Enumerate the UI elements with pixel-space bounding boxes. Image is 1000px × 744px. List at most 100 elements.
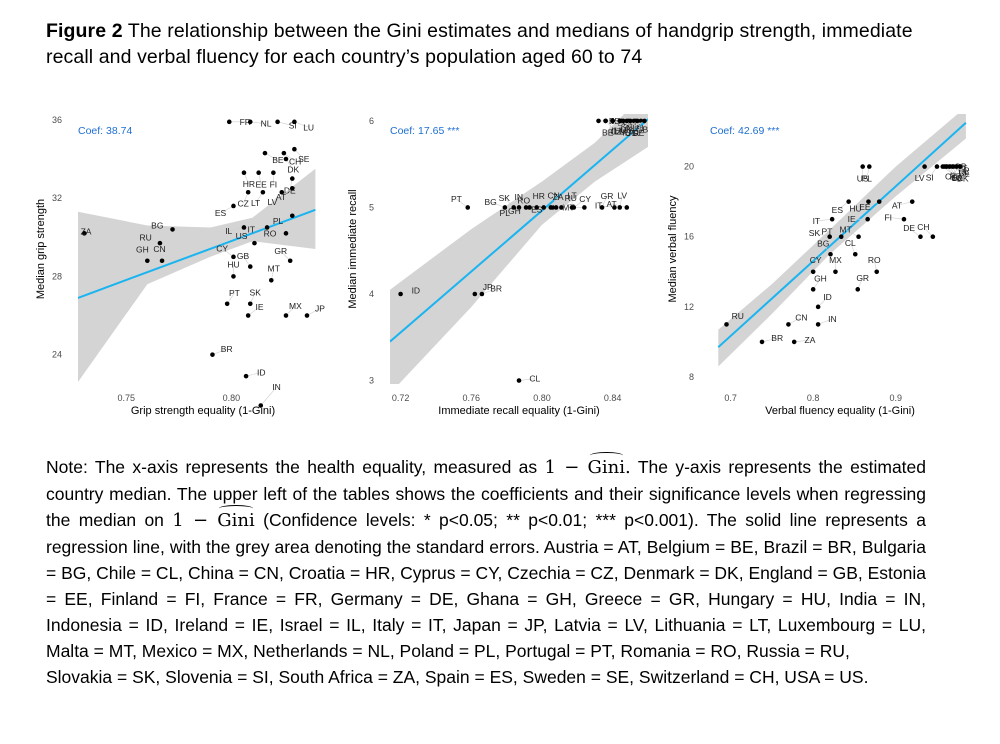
point-leader [241,235,255,244]
point-leader [818,318,833,325]
country-codes-2: Slovakia = SK, Slovenia = SI, South Afri… [46,667,869,687]
point-label-MT: MT [839,225,851,235]
point-GR [599,205,605,210]
point-RU [559,205,564,210]
point-label-SE: SE [958,169,970,179]
point-leader [814,232,830,238]
point-label-NL: NL [626,123,637,133]
point-SE [292,146,297,152]
y-axis-title: Median immediate recall [347,189,359,308]
point-leader [896,201,913,206]
point-label-RU: RU [140,233,152,243]
point-CH [281,150,287,156]
confidence-band [390,114,648,384]
point-label-CN: CN [547,191,559,201]
point-leader [794,339,811,343]
point-label-LU: LU [951,172,962,182]
point-IL [940,164,946,169]
point-leader [220,205,234,214]
coef-label: Coef: 38.74 [78,125,132,137]
point-label-RO: RO [264,228,277,238]
point-leader [264,152,279,161]
point-RU [724,322,729,327]
point-DE [918,234,923,240]
point-label-IT: IT [813,216,821,226]
point-JP [472,291,478,297]
point-GH [527,205,532,210]
point-label-RU: RU [565,193,577,203]
point-GH [145,258,150,264]
point-label-BE: BE [952,173,964,183]
point-HU [628,118,633,124]
point-leader [816,218,833,222]
point-SE [954,164,960,169]
point-NL [642,118,647,124]
point-ID [815,304,821,310]
note-line-1: Note: The x-axis represents the health e… [46,457,538,477]
point-ES [846,199,851,204]
point-leader [277,121,293,126]
x-tick-label: 0.9 [889,393,902,403]
point-label-PT: PT [451,194,462,204]
point-ID [398,291,403,297]
point-IE [865,216,870,222]
point-PT [838,234,844,240]
point-label-IN: IN [272,382,281,392]
point-label-BG: BG [484,197,496,207]
point-LU [947,164,952,169]
x-axis-title: Immediate recall equality (1-Gini) [438,405,599,417]
point-label-ZA: ZA [81,226,92,236]
y-tick-label: 24 [52,350,62,360]
chart-panels: Coef: 38.74FRNLSILUBECHSEDKHREEFIDECZLTL… [0,96,1000,426]
point-label-BR: BR [771,333,783,343]
point-label-LV: LV [617,191,627,201]
point-label-IE: IE [848,214,856,224]
point-label-MT: MT [562,202,574,212]
point-label-SE: SE [622,120,634,130]
point-LV [617,205,623,210]
point-leader [260,386,277,406]
point-CY [810,269,816,275]
point-HR [541,205,547,210]
point-FR [631,118,637,124]
point-label-CL: CL [845,238,856,248]
point-MX [283,313,289,318]
regression-line [390,118,648,343]
point-label-LT: LT [567,190,576,200]
point-label-MX: MX [289,301,302,311]
point-BE [610,118,615,124]
y-tick-label: 3 [369,376,374,386]
point-BR [210,352,215,357]
x-tick-label: 0.80 [533,393,551,403]
point-BE [950,164,955,169]
figure-caption: Figure 2 The relationship between the Gi… [46,18,926,70]
point-label-LV: LV [915,173,925,183]
point-label-CN: CN [153,244,165,254]
point-BE [262,150,268,156]
point-leader [228,227,245,232]
point-leader [864,201,880,208]
point-leader [250,121,267,125]
point-label-HU: HU [615,126,627,136]
x-tick-label: 0.75 [118,393,136,403]
point-CN [786,322,791,327]
point-SI [934,164,940,169]
point-leader [145,237,161,244]
point-label-HR: HR [243,179,255,189]
point-label-FI: FI [270,180,278,190]
point-label-LU: LU [303,122,314,132]
point-AT [624,205,630,210]
point-label-IN: IN [828,314,837,324]
point-label-LU: LU [614,127,625,137]
country-codes-1: Austria = AT, Belgium = BE, Brazil = BR,… [46,537,926,661]
point-label-BG: BG [151,221,163,231]
point-IN [815,322,821,327]
point-label-DK: DK [620,124,632,134]
point-label-HU: HU [849,204,861,214]
immediate-recall-chart: Coef: 17.65 ***EESISECHFIGBILLUIEUSFRDEB… [347,114,648,417]
y-tick-label: 8 [689,372,694,382]
point-leader [490,201,505,208]
coef-label: Coef: 42.69 *** [710,125,779,137]
point-label-IL: IL [225,226,232,236]
point-label-IN: IN [515,192,524,202]
